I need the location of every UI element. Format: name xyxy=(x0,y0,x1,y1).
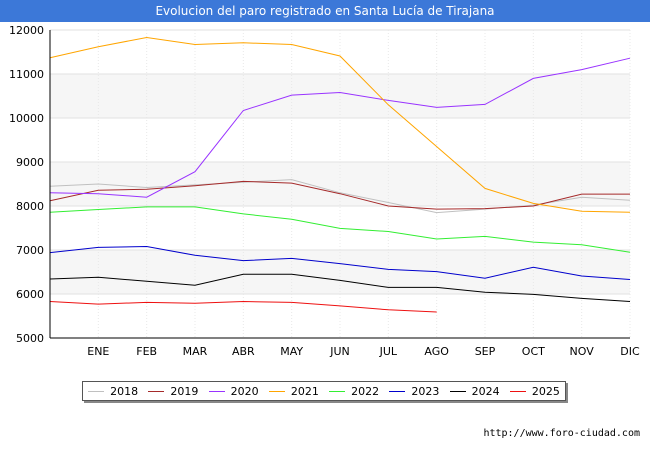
x-tick-label: NOV xyxy=(570,345,595,358)
y-tick-label: 11000 xyxy=(9,68,44,81)
legend-item-2018: 2018 xyxy=(88,385,138,398)
y-tick-label: 10000 xyxy=(9,112,44,125)
x-tick-label: ABR xyxy=(232,345,255,358)
legend-label: 2021 xyxy=(290,384,319,398)
legend-item-2024: 2024 xyxy=(449,384,500,398)
legend-swatch xyxy=(329,390,346,392)
series-line-2022 xyxy=(49,206,631,253)
legend-item-2022: 2022 xyxy=(329,385,379,398)
legend-label: 2024 xyxy=(471,384,500,398)
legend-item-2020: 2020 xyxy=(208,384,259,398)
legend-item-2025: 2025 xyxy=(509,384,560,398)
chart-title: Evolucion del paro registrado en Santa L… xyxy=(0,0,650,22)
axes xyxy=(49,30,630,339)
y-tick-label: 9000 xyxy=(16,156,44,169)
x-tick-label: ENE xyxy=(87,345,109,358)
legend-label: 2018 xyxy=(110,384,139,398)
y-tick-label: 5000 xyxy=(16,332,44,345)
x-tick-label: JUN xyxy=(329,345,350,358)
series-line-2020 xyxy=(49,57,631,198)
series-lines xyxy=(49,36,631,313)
series-line-2019 xyxy=(49,180,630,210)
plot-band xyxy=(50,250,630,294)
series-line-2024 xyxy=(49,273,631,302)
legend-label: 2022 xyxy=(351,384,380,398)
x-tick-label: DIC xyxy=(620,345,640,358)
plot-band xyxy=(50,118,630,162)
x-tick-label: MAY xyxy=(280,345,303,358)
x-tick-label: AGO xyxy=(424,345,449,358)
legend-swatch xyxy=(88,390,105,392)
legend-item-2019: 2019 xyxy=(148,385,198,398)
legend-label: 2019 xyxy=(170,384,199,398)
series-line-2021 xyxy=(49,36,631,213)
x-tick-label: JUL xyxy=(379,345,398,358)
y-tick-label: 7000 xyxy=(16,244,44,257)
x-tick-label: MAR xyxy=(183,345,208,358)
legend-item-2021: 2021 xyxy=(268,384,319,398)
legend-item-2023: 2023 xyxy=(389,385,439,398)
legend-swatch xyxy=(509,390,526,392)
series-line-2025 xyxy=(49,300,437,313)
series-line-2023 xyxy=(49,245,631,280)
y-tick-label: 6000 xyxy=(16,288,44,301)
legend-swatch xyxy=(148,390,165,392)
x-tick-label: SEP xyxy=(475,345,496,358)
y-tick-label: 8000 xyxy=(16,200,44,213)
legend-swatch xyxy=(449,390,466,392)
legend-swatch xyxy=(268,390,285,392)
y-tick-label: 12000 xyxy=(9,24,44,37)
legend-swatch xyxy=(389,390,406,392)
legend-label: 2025 xyxy=(531,384,560,398)
legend: 2018 2019 2020 2021 2022 2023 2024 2025 xyxy=(82,381,566,401)
series-line-2018 xyxy=(49,179,631,214)
legend-label: 2023 xyxy=(411,384,440,398)
source-url[interactable]: http://www.foro-ciudad.com xyxy=(483,428,640,439)
legend-label: 2020 xyxy=(230,384,259,398)
x-tick-label: FEB xyxy=(136,345,157,358)
legend-swatch xyxy=(208,390,225,392)
y-tick-labels: 5000 6000 7000 8000 9000 10000 11000 12000 xyxy=(9,24,44,345)
x-tick-label: OCT xyxy=(522,345,545,358)
x-tick-labels: ENE FEB MAR ABR MAY JUN JUL AGO SEP OCT NOV DIC xyxy=(87,345,640,358)
